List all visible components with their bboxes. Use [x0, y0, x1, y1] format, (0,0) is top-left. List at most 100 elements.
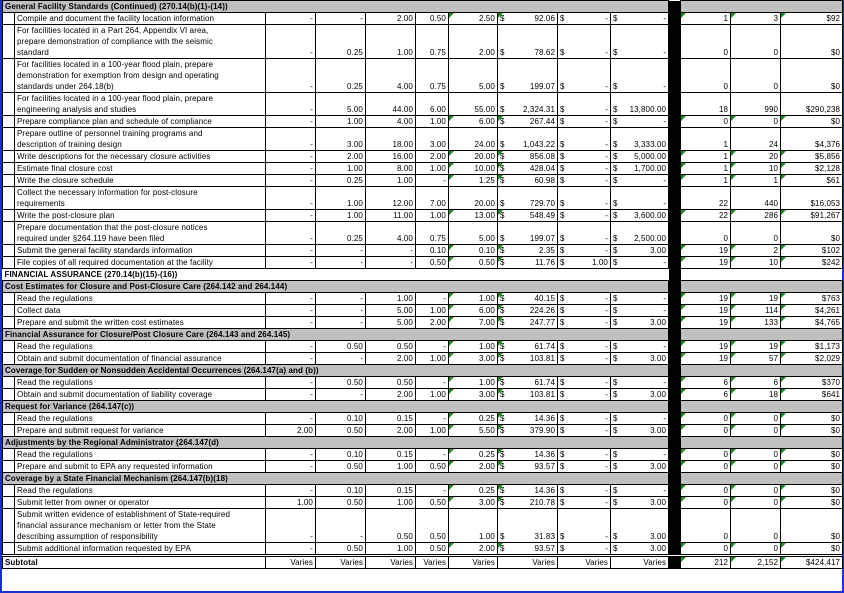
value-cell-8[interactable]: $ - [609, 186, 670, 210]
value-cell-3[interactable]: 11.00 [365, 209, 416, 222]
value-cell-2[interactable]: 1.00 [315, 115, 366, 128]
value-cell-6[interactable]: $2,324.31 [497, 92, 558, 116]
value-cell-11[interactable]: $290,238 [780, 92, 844, 116]
value-cell-11[interactable]: $641 [780, 388, 844, 401]
value-cell-1[interactable]: - [265, 484, 316, 497]
value-cell-6[interactable]: $856.08 [497, 150, 558, 163]
value-cell-8[interactable]: $3.00 [609, 542, 670, 556]
row-indent[interactable] [2, 388, 15, 401]
value-cell-2[interactable]: 0.10 [315, 484, 366, 497]
value-cell-8[interactable]: $3.00 [609, 460, 670, 473]
value-cell-11[interactable]: $0 [780, 496, 844, 509]
value-cell-10[interactable]: 0 [730, 448, 782, 461]
value-cell-3[interactable]: 1.00 [365, 174, 416, 187]
value-cell-7[interactable]: $ - [557, 376, 611, 389]
value-cell-6[interactable]: $14.36 [497, 484, 558, 497]
section-title[interactable]: FINANCIAL ASSURANCE (270.14(b)(15)-(16)) [2, 268, 669, 281]
value-cell-10[interactable]: 0 [730, 424, 782, 437]
value-cell-1[interactable]: - [265, 292, 316, 305]
subtotal-cell-10[interactable]: 2,152 [730, 554, 782, 569]
subtotal-cell-4[interactable]: Varies [415, 554, 449, 569]
activity-description[interactable]: Prepare and submit to EPA any requested … [14, 460, 266, 473]
value-cell-2[interactable]: 0.50 [315, 424, 366, 437]
value-cell-3[interactable]: 1.00 [365, 292, 416, 305]
value-cell-4[interactable]: 2.00 [415, 316, 449, 329]
value-cell-4[interactable]: 0.75 [415, 58, 449, 93]
value-cell-2[interactable]: 0.25 [315, 24, 366, 59]
value-cell-2[interactable]: 0.25 [315, 58, 366, 93]
value-cell-8[interactable]: $ - [609, 12, 670, 25]
value-cell-8[interactable]: $5,000.00 [609, 150, 670, 163]
value-cell-5[interactable]: 2.00 [448, 542, 498, 556]
value-cell-1[interactable]: - [265, 209, 316, 222]
row-indent[interactable] [2, 352, 15, 365]
value-cell-10[interactable]: 0 [730, 221, 782, 245]
value-cell-10[interactable]: 0 [730, 115, 782, 128]
value-cell-9[interactable]: 19 [680, 244, 732, 257]
value-cell-1[interactable]: 2.00 [265, 424, 316, 437]
row-indent[interactable] [2, 484, 15, 497]
section-fill[interactable] [680, 400, 844, 413]
value-cell-1[interactable]: 1.00 [265, 496, 316, 509]
value-cell-6[interactable]: $2.35 [497, 244, 558, 257]
value-cell-1[interactable]: - [265, 12, 316, 25]
value-cell-3[interactable]: 2.00 [365, 424, 416, 437]
activity-description[interactable]: Obtain and submit documentation of finan… [14, 352, 266, 365]
value-cell-1[interactable]: - [265, 115, 316, 128]
value-cell-1[interactable]: - [265, 460, 316, 473]
activity-description[interactable]: Write the post-closure plan [14, 209, 266, 222]
value-cell-5[interactable]: 3.00 [448, 352, 498, 365]
value-cell-7[interactable]: $ - [557, 115, 611, 128]
value-cell-10[interactable]: 20 [730, 150, 782, 163]
subtotal-cell-3[interactable]: Varies [365, 554, 416, 569]
value-cell-5[interactable]: 7.00 [448, 316, 498, 329]
value-cell-8[interactable]: $ - [609, 256, 670, 269]
row-indent[interactable] [2, 542, 15, 556]
value-cell-10[interactable]: 2 [730, 244, 782, 257]
value-cell-2[interactable]: 1.00 [315, 186, 366, 210]
value-cell-10[interactable]: 0 [730, 542, 782, 556]
value-cell-6[interactable]: $267.44 [497, 115, 558, 128]
value-cell-2[interactable]: 5.00 [315, 92, 366, 116]
value-cell-5[interactable]: 1.25 [448, 174, 498, 187]
row-indent[interactable] [2, 316, 15, 329]
value-cell-4[interactable]: 0.75 [415, 24, 449, 59]
value-cell-6[interactable]: $247.77 [497, 316, 558, 329]
row-indent[interactable] [2, 244, 15, 257]
value-cell-4[interactable]: 0.10 [415, 244, 449, 257]
value-cell-1[interactable]: - [265, 412, 316, 425]
value-cell-10[interactable]: 6 [730, 376, 782, 389]
value-cell-7[interactable]: $ - [557, 209, 611, 222]
value-cell-5[interactable]: 3.00 [448, 496, 498, 509]
row-indent[interactable] [2, 376, 15, 389]
value-cell-5[interactable]: 5.00 [448, 58, 498, 93]
section-fill[interactable] [680, 280, 844, 293]
value-cell-9[interactable]: 1 [680, 174, 732, 187]
activity-description[interactable]: Submit written evidence of establishment… [14, 508, 266, 543]
value-cell-4[interactable]: - [415, 292, 449, 305]
value-cell-10[interactable]: 10 [730, 162, 782, 175]
value-cell-4[interactable]: 3.00 [415, 127, 449, 151]
value-cell-10[interactable]: 10 [730, 256, 782, 269]
value-cell-2[interactable]: - [315, 12, 366, 25]
row-indent[interactable] [2, 256, 15, 269]
value-cell-8[interactable]: $3.00 [609, 316, 670, 329]
value-cell-1[interactable]: - [265, 24, 316, 59]
value-cell-11[interactable]: $91,267 [780, 209, 844, 222]
value-cell-10[interactable]: 0 [730, 460, 782, 473]
value-cell-1[interactable]: - [265, 542, 316, 556]
value-cell-8[interactable]: $ - [609, 448, 670, 461]
value-cell-4[interactable]: 0.50 [415, 12, 449, 25]
value-cell-7[interactable]: $ - [557, 388, 611, 401]
value-cell-5[interactable]: 5.50 [448, 424, 498, 437]
value-cell-6[interactable]: $199.07 [497, 58, 558, 93]
value-cell-4[interactable]: 0.50 [415, 460, 449, 473]
value-cell-11[interactable]: $0 [780, 412, 844, 425]
value-cell-2[interactable]: 0.25 [315, 174, 366, 187]
value-cell-10[interactable]: 0 [730, 496, 782, 509]
value-cell-6[interactable]: $103.81 [497, 388, 558, 401]
value-cell-9[interactable]: 1 [680, 12, 732, 25]
value-cell-8[interactable]: $3.00 [609, 244, 670, 257]
value-cell-7[interactable]: $ - [557, 508, 611, 543]
value-cell-6[interactable]: $199.07 [497, 221, 558, 245]
